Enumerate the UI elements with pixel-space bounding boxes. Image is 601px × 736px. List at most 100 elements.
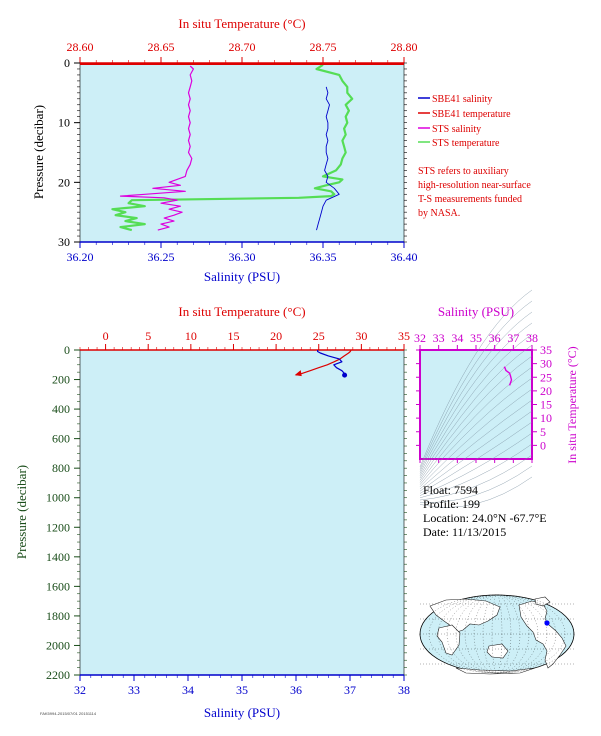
- full-pressure-tick-label-4: 800: [52, 461, 70, 475]
- ts-sal-tick-label-2: 34: [451, 331, 463, 345]
- full-sal-tick-label-1: 33: [128, 683, 140, 697]
- full-temperature-line: [295, 349, 352, 376]
- pressure-tick-label-3: 30: [58, 235, 70, 249]
- full-salinity-line: [317, 350, 346, 376]
- ts-sal-tick-label-4: 36: [489, 331, 501, 345]
- ts-density-contour: [419, 366, 533, 483]
- float-number: Float: 7594: [423, 483, 479, 497]
- ts-temp-tick-label-0: 0: [540, 438, 546, 452]
- map-meridian-2: [437, 594, 557, 674]
- world-map: [419, 594, 575, 675]
- full-profile-pressure-ticks: 0 200 400 600 800 1000 1200 1400 1600 1800 2000 220…: [46, 343, 407, 682]
- ts-temp-tick-label-7: 35: [540, 343, 552, 357]
- ts-density-contour: [419, 289, 533, 468]
- profile-number: Profile: 199: [423, 497, 480, 511]
- full-pressure-tick-label-1: 200: [52, 373, 70, 387]
- near-surface-plot-area: [79, 62, 405, 243]
- near-surface-temperature-ticks: 28.60 28.65 28.70 28.75 28.80: [67, 40, 418, 63]
- full-temp-tick-label-0: 0: [103, 329, 109, 343]
- ts-density-contour: [419, 454, 533, 501]
- full-temp-tick-label-5: 25: [313, 329, 325, 343]
- ts-top-axis-title: Salinity (PSU): [438, 304, 514, 319]
- map-meridian-4: [455, 594, 539, 674]
- full-temp-tick-label-3: 15: [227, 329, 239, 343]
- ts-density-contour: [419, 355, 533, 481]
- full-pressure-tick-label-2: 400: [52, 402, 70, 416]
- full-profile-salinity-ticks: 32 33 34 35 36 37 38: [74, 675, 410, 697]
- legend-item-sts-salinity: STS salinity: [418, 124, 481, 135]
- map-meridian-7: [482, 594, 512, 674]
- full-sal-tick-label-5: 37: [344, 683, 356, 697]
- ts-density-contour: [419, 465, 533, 503]
- full-sal-tick-label-0: 32: [74, 683, 86, 697]
- full-pressure-tick-label-5: 1000: [46, 491, 70, 505]
- sal-tick-label-3: 36.35: [310, 250, 337, 264]
- near-surface-chart: 28.60 28.65 28.70 28.75 28.80 36.20 36.25 36.3…: [31, 16, 531, 284]
- temperature-end-marker: [294, 370, 302, 377]
- ts-density-contour: [419, 300, 533, 470]
- legend-label-sts-salinity: STS salinity: [432, 124, 481, 135]
- full-pressure-tick-label-10: 2000: [46, 638, 70, 652]
- ts-density-contour: [419, 443, 533, 498]
- legend-item-sbe41-salinity: SBE41 salinity: [418, 94, 492, 105]
- ts-sal-tick-label-3: 35: [470, 331, 482, 345]
- ts-salinity-ticks: 32 33 34 35 36 37 38: [414, 331, 538, 463]
- temp-tick-label-1: 28.65: [148, 40, 175, 54]
- ts-density-contour: [419, 322, 533, 474]
- credit-text: FAK5994-2015/07/01 20151114: [40, 711, 97, 716]
- ts-sal-tick-label-0: 32: [414, 331, 426, 345]
- sts-note-line-4: by NASA.: [418, 208, 460, 219]
- ts-sal-tick-label-1: 33: [433, 331, 445, 345]
- ts-sal-tick-label-6: 38: [526, 331, 538, 345]
- ts-sal-tick-label-5: 37: [507, 331, 519, 345]
- ts-density-contour: [419, 388, 533, 487]
- full-sal-tick-label-2: 34: [182, 683, 194, 697]
- pressure-tick-label-2: 20: [58, 175, 70, 189]
- ts-temp-tick-label-3: 15: [540, 398, 552, 412]
- full-pressure-tick-label-11: 2200: [46, 668, 70, 682]
- legend-item-sbe41-temperature: SBE41 temperature: [418, 109, 511, 120]
- ts-density-contour: [419, 344, 533, 479]
- salinity-end-marker: [342, 372, 348, 378]
- temp-tick-label-2: 28.70: [229, 40, 256, 54]
- sbe41-salinity-line: [316, 86, 340, 231]
- map-meridian-5: [464, 594, 530, 674]
- sal-tick-label-2: 36.30: [229, 250, 256, 264]
- pressure-tick-label-0: 0: [64, 56, 70, 70]
- full-pressure-tick-label-0: 0: [64, 343, 70, 357]
- near-surface-legend: SBE41 salinity SBE41 temperature STS sal…: [418, 94, 511, 149]
- map-meridian-8: [491, 594, 503, 674]
- land-americas: [518, 600, 567, 669]
- sts-note: STS refers to auxiliary high-resolution …: [418, 166, 531, 219]
- full-pressure-tick-label-3: 600: [52, 432, 70, 446]
- world-map-graticule: [419, 594, 575, 674]
- near-surface-salinity-ticks: 36.20 36.25 36.30 36.35 36.40: [67, 242, 418, 264]
- ts-density-contour: [419, 476, 533, 508]
- sts-temperature-line: [111, 63, 354, 232]
- ts-density-contour: [419, 399, 533, 490]
- full-temp-tick-label-7: 35: [398, 329, 410, 343]
- map-meridian-1: [428, 594, 566, 674]
- float-location-marker: [544, 620, 550, 626]
- full-pressure-tick-label-8: 1600: [46, 579, 70, 593]
- sts-note-line-2: high-resolution near-surface: [418, 180, 531, 191]
- ts-density-contour: [419, 377, 533, 485]
- ts-right-axis-title: In situ Temperature (°C): [565, 346, 579, 463]
- full-profile-bottom-axis-title: Salinity (PSU): [204, 705, 280, 720]
- near-surface-pressure-ticks: 0 10 20 30: [58, 56, 407, 249]
- ts-profile-line: [503, 366, 513, 386]
- full-profile-temperature-ticks: 0 5 10 15 20 25 30 35: [79, 329, 410, 350]
- full-temp-tick-label-6: 30: [355, 329, 367, 343]
- ts-plot-area: [419, 349, 533, 460]
- sal-tick-label-0: 36.20: [67, 250, 94, 264]
- ts-temp-tick-label-4: 20: [540, 384, 552, 398]
- map-meridian-6: [473, 594, 521, 674]
- ts-temp-tick-label-6: 30: [540, 357, 552, 371]
- ts-density-contours: [419, 289, 533, 508]
- sal-tick-label-1: 36.25: [148, 250, 175, 264]
- ts-density-contour: [419, 410, 533, 492]
- ts-temp-tick-label-5: 25: [540, 370, 552, 384]
- land-africa: [436, 624, 461, 656]
